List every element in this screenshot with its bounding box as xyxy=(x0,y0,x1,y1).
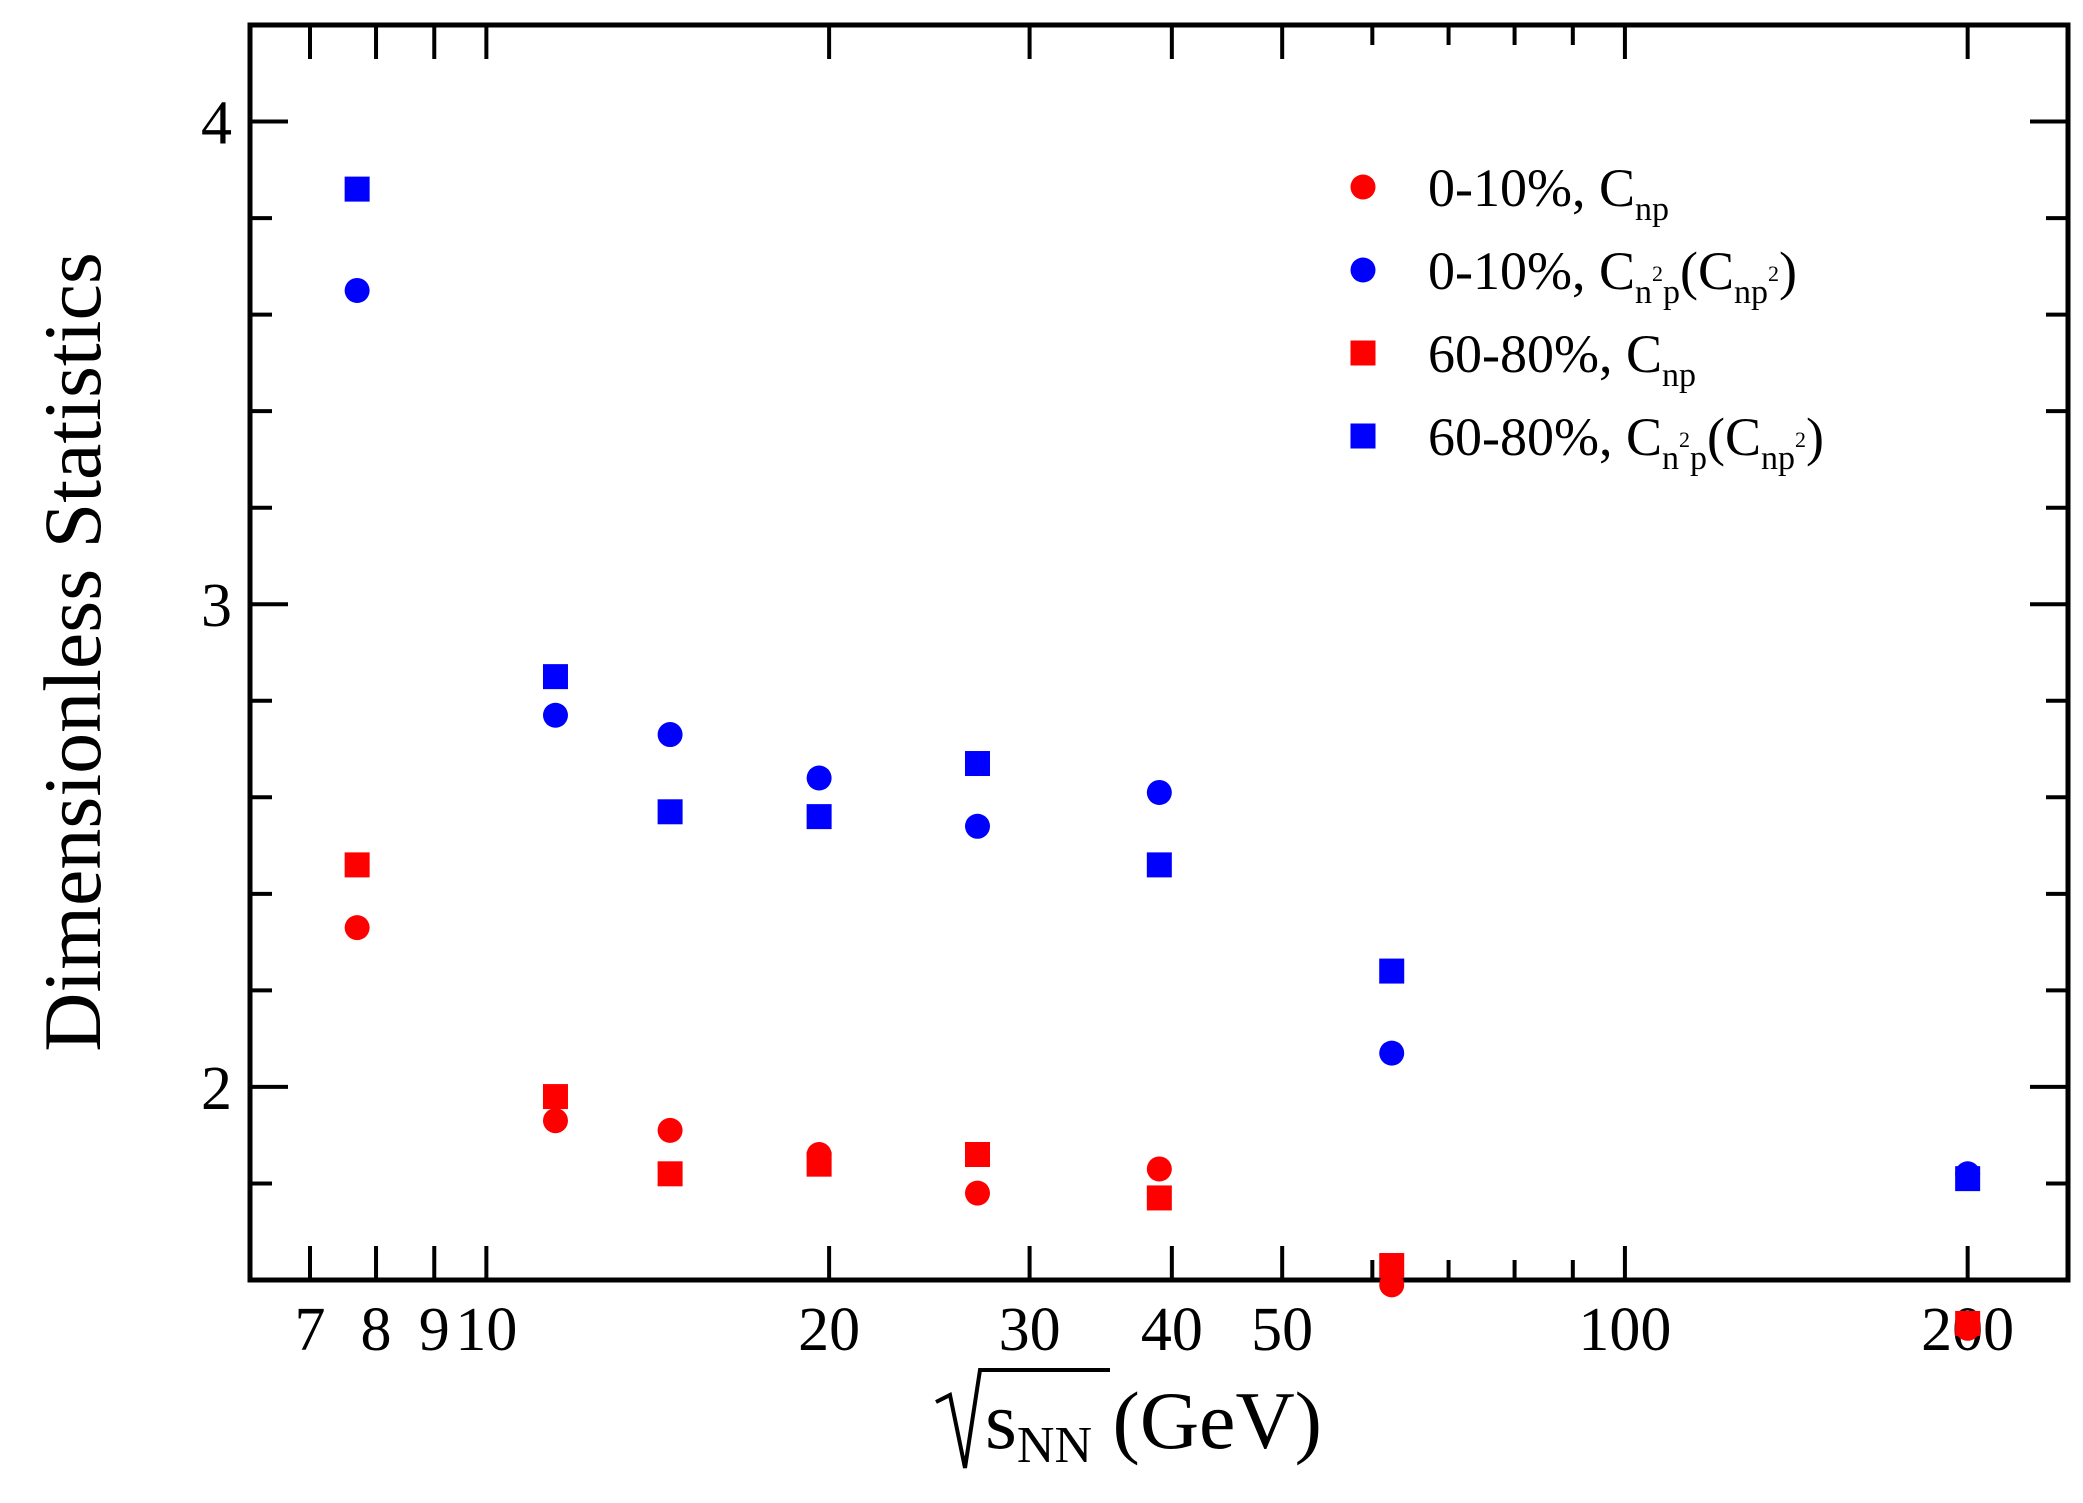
data-point xyxy=(344,277,370,303)
legend-entry: 0-10%, Cnp xyxy=(1350,158,1669,228)
data-point xyxy=(964,1180,990,1206)
x-tick-label: 50 xyxy=(1251,1296,1313,1364)
data-point xyxy=(344,915,370,941)
y-tick-label: 3 xyxy=(201,572,232,640)
data-point xyxy=(1379,958,1405,984)
x-tick-label: 30 xyxy=(999,1296,1061,1364)
x-tick-label: 8 xyxy=(361,1296,392,1364)
data-point xyxy=(806,1151,832,1177)
data-point xyxy=(1955,1166,1981,1192)
data-point xyxy=(1379,1040,1405,1066)
data-point xyxy=(1146,1185,1172,1211)
x-tick-label: 7 xyxy=(295,1296,326,1364)
data-point xyxy=(1146,852,1172,878)
x-tick-label: 20 xyxy=(798,1296,860,1364)
data-point xyxy=(657,722,683,748)
plot-frame xyxy=(247,22,2071,1283)
legend-label: 0-10%, Cn2p(Cnp2) xyxy=(1428,241,1797,311)
legend-label: 60-80%, Cnp xyxy=(1428,324,1696,394)
radical-sign xyxy=(935,1368,1110,1469)
data-point xyxy=(964,813,990,839)
legend-label: 0-10%, Cnp xyxy=(1428,158,1669,228)
x-tick-label: 100 xyxy=(1578,1296,1671,1364)
y-tick-label: 2 xyxy=(201,1055,232,1123)
data-point xyxy=(542,664,568,690)
data-point xyxy=(657,799,683,825)
axis-tick-labels: 7891020304050100200234 xyxy=(201,90,2014,1364)
data-point xyxy=(344,176,370,202)
series-0 xyxy=(344,915,1981,1341)
y-tick-label: 4 xyxy=(201,90,232,158)
legend-label: 60-80%, Cn2p(Cnp2) xyxy=(1428,407,1824,477)
series-3 xyxy=(344,176,1981,1192)
data-point xyxy=(964,751,990,777)
data-point xyxy=(1379,1253,1405,1279)
data-point xyxy=(1146,1156,1172,1182)
series-2 xyxy=(344,852,1981,1336)
legend-marker xyxy=(1350,174,1376,200)
data-point xyxy=(657,1117,683,1143)
x-tick-label: 9 xyxy=(419,1296,450,1364)
data-point xyxy=(806,804,832,830)
data-point xyxy=(657,1161,683,1187)
data-point xyxy=(1146,779,1172,805)
x-axis-title-sub: NN xyxy=(1017,1417,1092,1474)
x-axis-title-base: s xyxy=(985,1375,1017,1466)
x-tick-label: 40 xyxy=(1141,1296,1203,1364)
data-point xyxy=(542,1084,568,1110)
legend-marker xyxy=(1350,257,1376,283)
data-point xyxy=(1955,1310,1981,1336)
legend-marker xyxy=(1350,340,1376,366)
data-point xyxy=(806,765,832,791)
data-points xyxy=(344,176,1981,1341)
x-tick-label: 10 xyxy=(455,1296,517,1364)
axis-ticks xyxy=(250,25,2068,1282)
x-axis-title: sNN (GeV) xyxy=(935,1368,1322,1474)
data-point xyxy=(964,1142,990,1167)
data-point xyxy=(542,1108,568,1134)
legend-marker xyxy=(1350,423,1376,449)
data-point xyxy=(1379,1272,1405,1298)
legend-entry: 60-80%, Cn2p(Cnp2) xyxy=(1350,407,1824,477)
legend-entry: 0-10%, Cn2p(Cnp2) xyxy=(1350,241,1797,311)
data-point xyxy=(344,852,370,878)
legend: 0-10%, Cnp 0-10%, Cn2p(Cnp2) 60-80%, Cnp 60… xyxy=(1350,158,1824,477)
y-axis-title: Dimensionless Statistics xyxy=(27,252,118,1052)
x-axis-title-unit: (GeV) xyxy=(1092,1375,1322,1466)
svg-text:sNN (GeV): sNN (GeV) xyxy=(985,1375,1322,1474)
legend-entry: 60-80%, Cnp xyxy=(1350,324,1696,394)
data-point xyxy=(542,702,568,728)
